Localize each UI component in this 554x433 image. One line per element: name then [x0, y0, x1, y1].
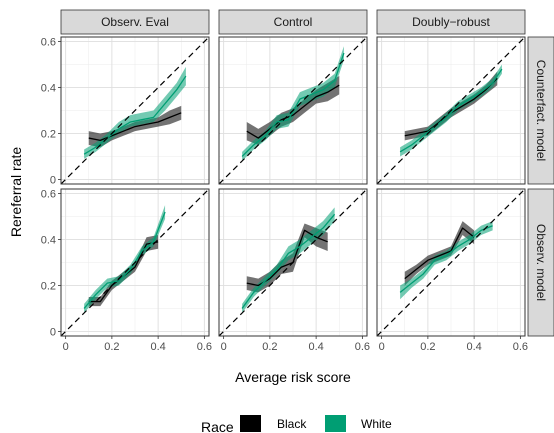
x-tick-label: 0.6 — [355, 341, 370, 353]
row-strip-observ-model: Observ. model — [527, 188, 554, 337]
x-tick-label: 0.2 — [420, 341, 435, 353]
row-strip-label: Observ. model — [534, 224, 548, 301]
series-line-white — [83, 211, 166, 309]
y-tick-label: 0.6 — [41, 189, 56, 201]
diagonal-reference-line — [377, 37, 525, 184]
plot-area — [377, 189, 525, 336]
facet-panels: Observ. Eval Control Doubly−robust Counterf… — [41, 9, 554, 353]
confidence-ribbon-white — [400, 221, 493, 300]
panel-counterfact-model-control — [218, 36, 368, 185]
x-tick-label: 0 — [379, 341, 385, 353]
panel-border — [218, 36, 368, 185]
panel-counterfact-model-doubly-robust — [376, 36, 526, 185]
series-line-black — [404, 227, 475, 280]
x-axis-title: Average risk score — [235, 369, 351, 385]
column-strip-doubly-robust: Doubly−robust — [376, 9, 526, 35]
diagonal-reference-line — [219, 37, 367, 184]
x-tick-label: 0.6 — [513, 341, 528, 353]
y-tick-label: 0 — [50, 174, 56, 186]
series-line-white — [241, 213, 336, 309]
panel-border — [376, 188, 526, 337]
y-tick-label: 0.4 — [41, 235, 56, 247]
diagonal-reference-line — [61, 37, 209, 184]
plot-area — [219, 189, 367, 336]
diagonal-reference-line — [377, 189, 525, 336]
series-line-black — [246, 84, 340, 139]
x-tick-label: 0.6 — [197, 341, 212, 353]
row-strip-background — [527, 188, 554, 337]
panel-border — [60, 188, 210, 337]
panel-border — [60, 36, 210, 185]
panel-observ-model-doubly-robust: 0 0.2 0.4 0.6 — [376, 188, 528, 353]
series-line-black — [88, 112, 182, 142]
x-tick-label: 0.2 — [262, 341, 277, 353]
y-tick-label: 0.4 — [41, 83, 56, 95]
x-tick-label: 0 — [63, 341, 69, 353]
column-strip-observ-eval: Observ. Eval — [60, 9, 210, 35]
x-tick-label: 0.4 — [308, 341, 323, 353]
panel-observ-model-observ-eval: 0 0.2 0.4 0.6 0 0.2 0.4 0.6 — [41, 188, 212, 353]
plot-area — [377, 37, 525, 184]
confidence-ribbon-black — [404, 221, 475, 286]
legend-title: Race — [201, 419, 234, 433]
x-tick-label: 0.4 — [466, 341, 481, 353]
panel-observ-model-control: 0 0.2 0.4 0.6 — [218, 188, 370, 353]
x-tick-label: 0 — [221, 341, 227, 353]
row-strip-background — [527, 36, 554, 185]
column-strip-control: Control — [218, 9, 368, 35]
panel-counterfact-model-observ-eval: 0 0.2 0.4 0.6 — [41, 36, 210, 186]
y-tick-label: 0.2 — [41, 128, 56, 140]
legend-swatch-black — [240, 415, 261, 432]
x-tick-label: 0.2 — [104, 341, 119, 353]
plot-area — [61, 189, 209, 336]
plot-area — [219, 37, 367, 184]
series-line-white — [399, 225, 493, 293]
diagonal-reference-line — [219, 189, 367, 336]
legend: Race Black White — [201, 415, 392, 433]
legend-label-black: Black — [277, 417, 307, 431]
column-strip-label: Doubly−robust — [412, 15, 490, 29]
series-line-black — [246, 229, 328, 287]
column-strip-background — [60, 9, 210, 35]
column-strip-label: Control — [274, 15, 313, 29]
column-strip-label: Observ. Eval — [101, 15, 169, 29]
diagonal-reference-line — [61, 189, 209, 336]
legend-swatch-white — [325, 415, 346, 432]
y-tick-label: 0.2 — [41, 280, 56, 292]
series-line-white — [83, 75, 187, 155]
series-line-white — [399, 68, 503, 153]
y-tick-label: 0 — [50, 326, 56, 338]
legend-label-white: White — [361, 417, 392, 431]
row-strip-label: Counterfact. model — [534, 60, 548, 161]
y-axis-title: Rereferral rate — [8, 147, 24, 237]
plot-area — [61, 37, 209, 184]
panel-border — [376, 36, 526, 185]
column-strip-background — [218, 9, 368, 35]
x-tick-label: 0.4 — [150, 341, 165, 353]
row-strip-counterfact-model: Counterfact. model — [527, 36, 554, 185]
y-tick-label: 0.6 — [41, 37, 56, 49]
column-strip-background — [376, 9, 526, 35]
panel-border — [218, 188, 368, 337]
